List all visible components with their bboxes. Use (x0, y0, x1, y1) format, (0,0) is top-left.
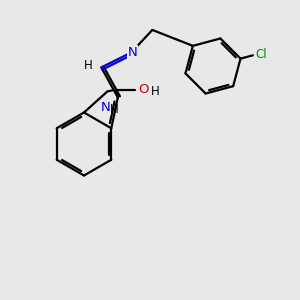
Text: H: H (84, 59, 93, 72)
Text: H: H (110, 103, 118, 116)
Text: H: H (150, 85, 159, 98)
Text: Cl: Cl (255, 48, 267, 61)
Text: N: N (128, 46, 137, 59)
Text: O: O (138, 83, 149, 96)
Text: N: N (101, 101, 111, 114)
